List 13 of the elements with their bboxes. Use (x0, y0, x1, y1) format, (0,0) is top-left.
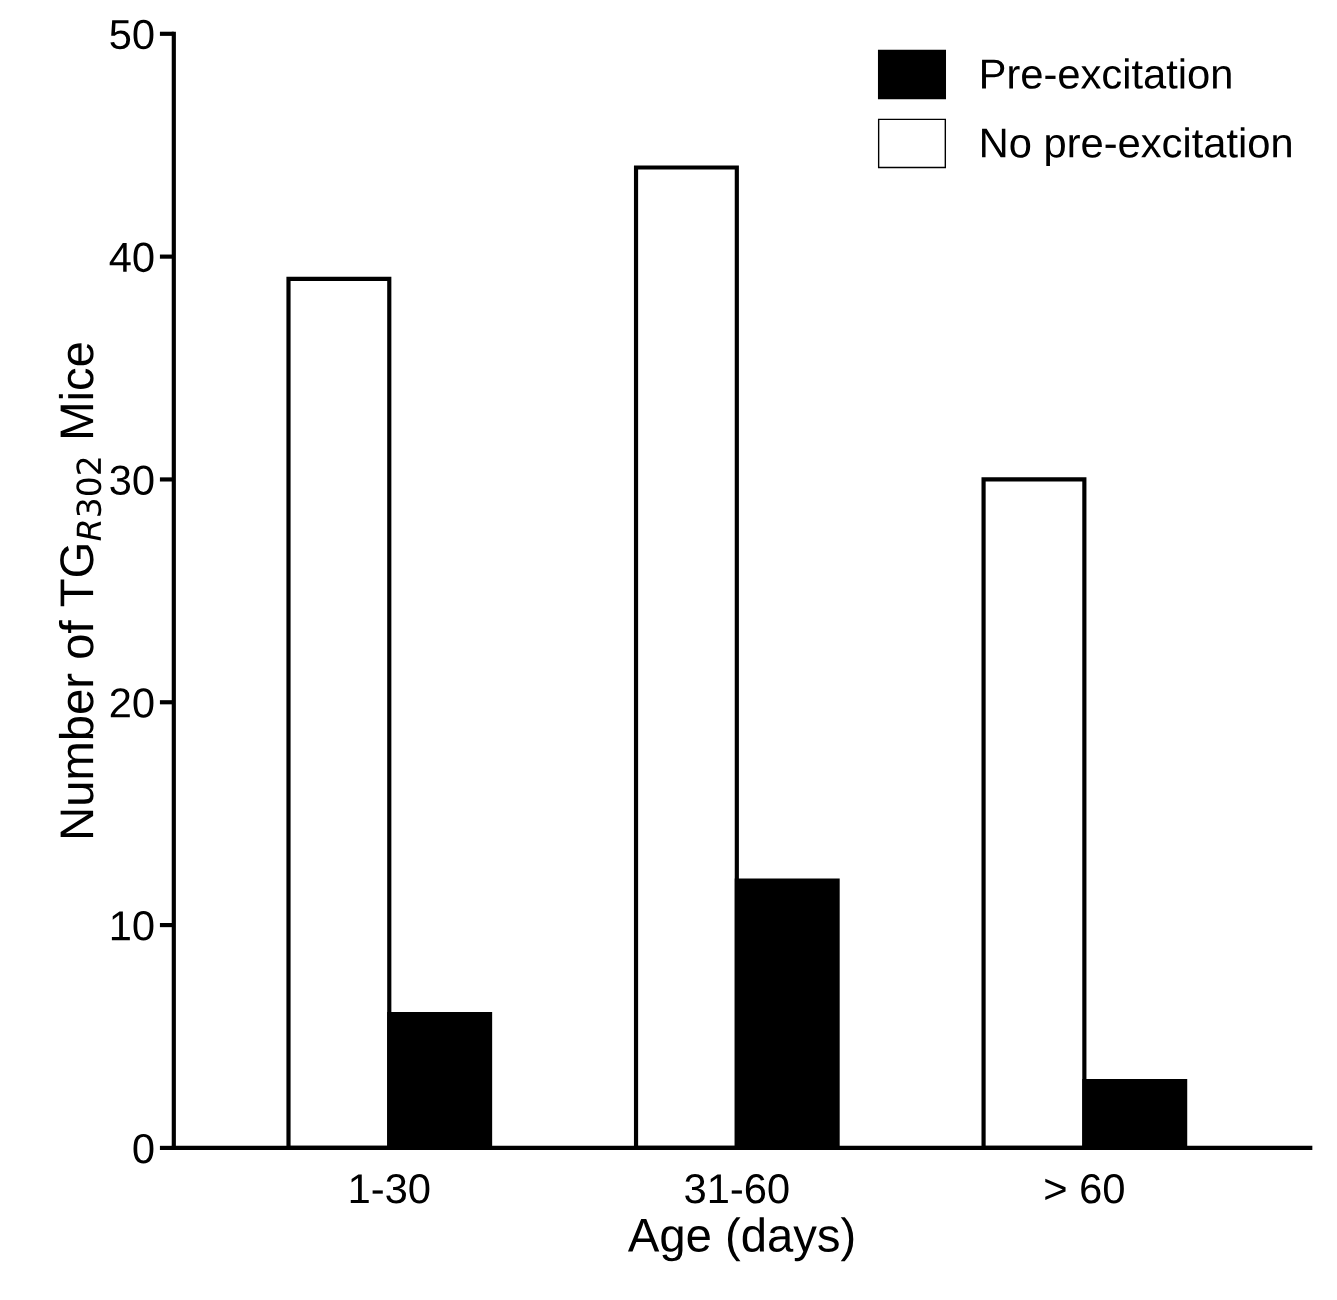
x-tick-label: 1-30 (350, 1174, 430, 1204)
x-tick-label: > 60 (1045, 1174, 1124, 1204)
y-tick-label: 0 (133, 1133, 154, 1164)
y-axis-title: Number of TG$_{R302}$ Mice (58, 343, 102, 838)
legend-label: Pre-excitation (982, 58, 1231, 89)
y-tick-label: 20 (110, 688, 154, 718)
legend-label: No pre-excitation (982, 127, 1291, 166)
y-tick-label: 40 (109, 242, 154, 273)
x-tick-label: 31-60 (685, 1174, 789, 1204)
x-axis-title: Age (days) (627, 1217, 854, 1262)
y-tick-label: 50 (110, 19, 154, 50)
y-tick-label: 30 (110, 465, 154, 495)
y-tick-label: 10 (111, 911, 154, 941)
